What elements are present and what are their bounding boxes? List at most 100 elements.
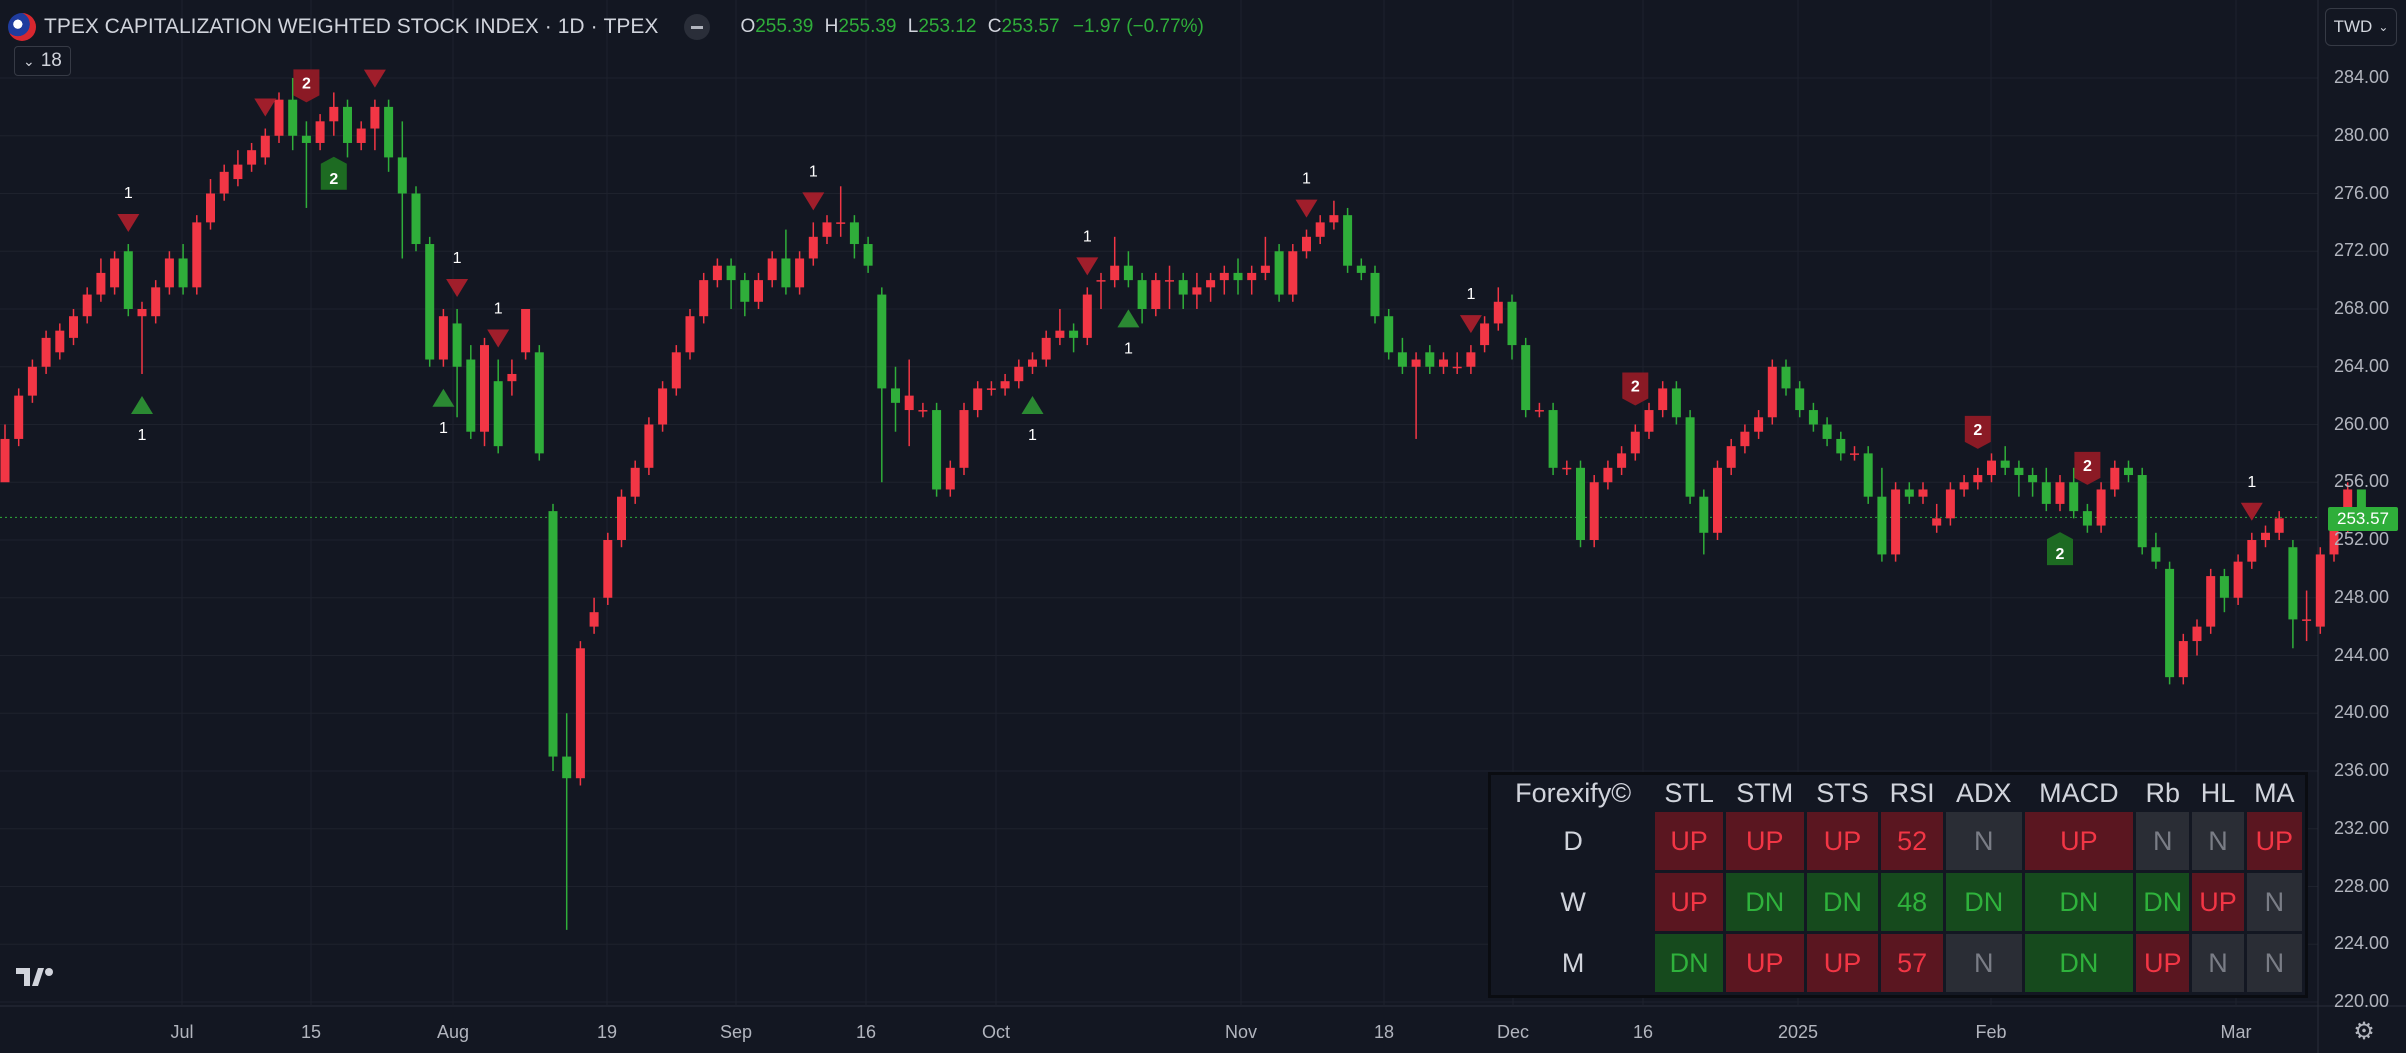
candle-body: [1000, 381, 1010, 389]
candle-body: [507, 373, 517, 382]
candle-body: [27, 366, 37, 396]
candle-body: [1562, 467, 1572, 470]
candle-body: [1685, 417, 1695, 497]
buy-signal-badge: [320, 156, 347, 190]
high-value: 255.39: [838, 16, 897, 37]
candle-body: [932, 410, 942, 490]
candle-body: [575, 648, 585, 779]
status-cell: DN: [2024, 873, 2134, 931]
candle-body: [1795, 388, 1805, 411]
candle-body: [1521, 345, 1531, 411]
candle-body: [836, 222, 846, 224]
candle-body: [2288, 547, 2298, 620]
interval-label[interactable]: 1D: [557, 15, 585, 38]
candle-body: [973, 388, 983, 411]
low-label: L: [907, 16, 919, 37]
table-column-header: HL: [2192, 778, 2244, 809]
candle-body: [795, 258, 805, 288]
table-column-header: MACD: [2024, 778, 2134, 809]
currency-button[interactable]: TWD ⌄: [2325, 8, 2397, 46]
candle-body: [603, 540, 613, 598]
candle-body: [1808, 410, 1818, 425]
chevron-down-icon: ⌄: [23, 52, 35, 69]
sell-signal-badge: [293, 69, 320, 103]
candle-body: [849, 222, 859, 245]
candle-body: [521, 309, 531, 353]
candle-body: [1945, 489, 1955, 519]
chevron-down-icon: ⌄: [2378, 20, 2389, 34]
candle-body: [1439, 359, 1448, 367]
settings-gear-icon[interactable]: ⚙: [2353, 1018, 2375, 1045]
candle-body: [959, 410, 969, 468]
candle-body: [1219, 272, 1229, 281]
candle-body: [1877, 496, 1887, 555]
candle-body: [2082, 511, 2092, 526]
candle-body: [712, 265, 722, 281]
candle-body: [918, 410, 928, 412]
candle-body: [1754, 417, 1764, 432]
candle-body: [1973, 475, 1983, 483]
ohlc-readout: O255.39 H255.39 L253.12 C253.57 −1.97 (−…: [734, 16, 1203, 38]
candle-body: [1904, 489, 1914, 497]
candle-body: [0, 438, 10, 483]
candle-body: [1329, 215, 1339, 223]
last-price-tag: 253.57: [2328, 507, 2398, 531]
candle-body: [1315, 222, 1325, 237]
candle-body: [493, 381, 503, 447]
time-axis-label: Feb: [1975, 1022, 2007, 1042]
time-axis-label: Oct: [981, 1022, 1011, 1042]
status-cell: UP: [1655, 812, 1723, 870]
candle-body: [891, 388, 900, 403]
candle-body: [2096, 489, 2106, 526]
candle-body: [671, 352, 681, 389]
candle-body: [1452, 366, 1462, 369]
collapse-icon[interactable]: [684, 14, 711, 40]
symbol-title[interactable]: TPEX CAPITALIZATION WEIGHTED STOCK INDEX: [44, 15, 539, 38]
candle-body: [219, 171, 229, 194]
status-cell: N: [1945, 934, 2022, 992]
indicators-toggle[interactable]: ⌄ 18: [14, 46, 71, 76]
candle-body: [288, 99, 298, 136]
candle-body: [863, 244, 873, 266]
signal-label: 1: [809, 163, 818, 180]
candle-body: [1192, 287, 1202, 295]
candle-body: [384, 106, 394, 158]
status-cell: N: [2246, 873, 2302, 931]
price-axis-label: 268.00: [2334, 298, 2390, 318]
time-axis-label: 2025: [1777, 1022, 1819, 1042]
status-cell: UP: [1806, 812, 1879, 870]
candle-body: [411, 193, 421, 245]
open-value: 255.39: [755, 16, 814, 37]
status-cell: UP: [1655, 873, 1723, 931]
candle-body: [1082, 294, 1092, 338]
candle-body: [781, 258, 791, 288]
sell-signal-badge: [1622, 372, 1649, 406]
signal-label: 1: [439, 420, 448, 437]
time-axis-label: Nov: [1224, 1022, 1258, 1042]
candle-body: [2206, 576, 2216, 627]
candle-body: [986, 388, 996, 390]
candle-body: [151, 287, 161, 317]
tradingview-logo-icon[interactable]: [16, 962, 56, 996]
close-label: C: [987, 16, 1002, 37]
signal-label: 2: [1631, 379, 1640, 396]
candle-body: [55, 330, 65, 353]
exchange-label: TPEX: [603, 15, 659, 38]
signal-label: 2: [302, 75, 311, 92]
table-row: D UP UP UP 52 N UP N N UP: [1494, 812, 2302, 870]
candle-body: [329, 106, 339, 122]
time-axis-label: Jul: [170, 1022, 194, 1042]
candle-body: [2192, 626, 2202, 642]
candle-body: [1411, 359, 1421, 367]
price-axis-label: 264.00: [2334, 355, 2390, 376]
low-value: 253.12: [918, 16, 977, 37]
candle-body: [1987, 460, 1996, 476]
candle-body: [2028, 475, 2038, 483]
candle-body: [2219, 576, 2229, 598]
status-cell: DN: [1806, 873, 1879, 931]
table-column-header: STL: [1655, 778, 1723, 809]
sell-triangle-icon: [1295, 199, 1318, 218]
candle-body: [2261, 532, 2270, 540]
candle-body: [808, 236, 818, 259]
status-cell: DN: [2024, 934, 2134, 992]
